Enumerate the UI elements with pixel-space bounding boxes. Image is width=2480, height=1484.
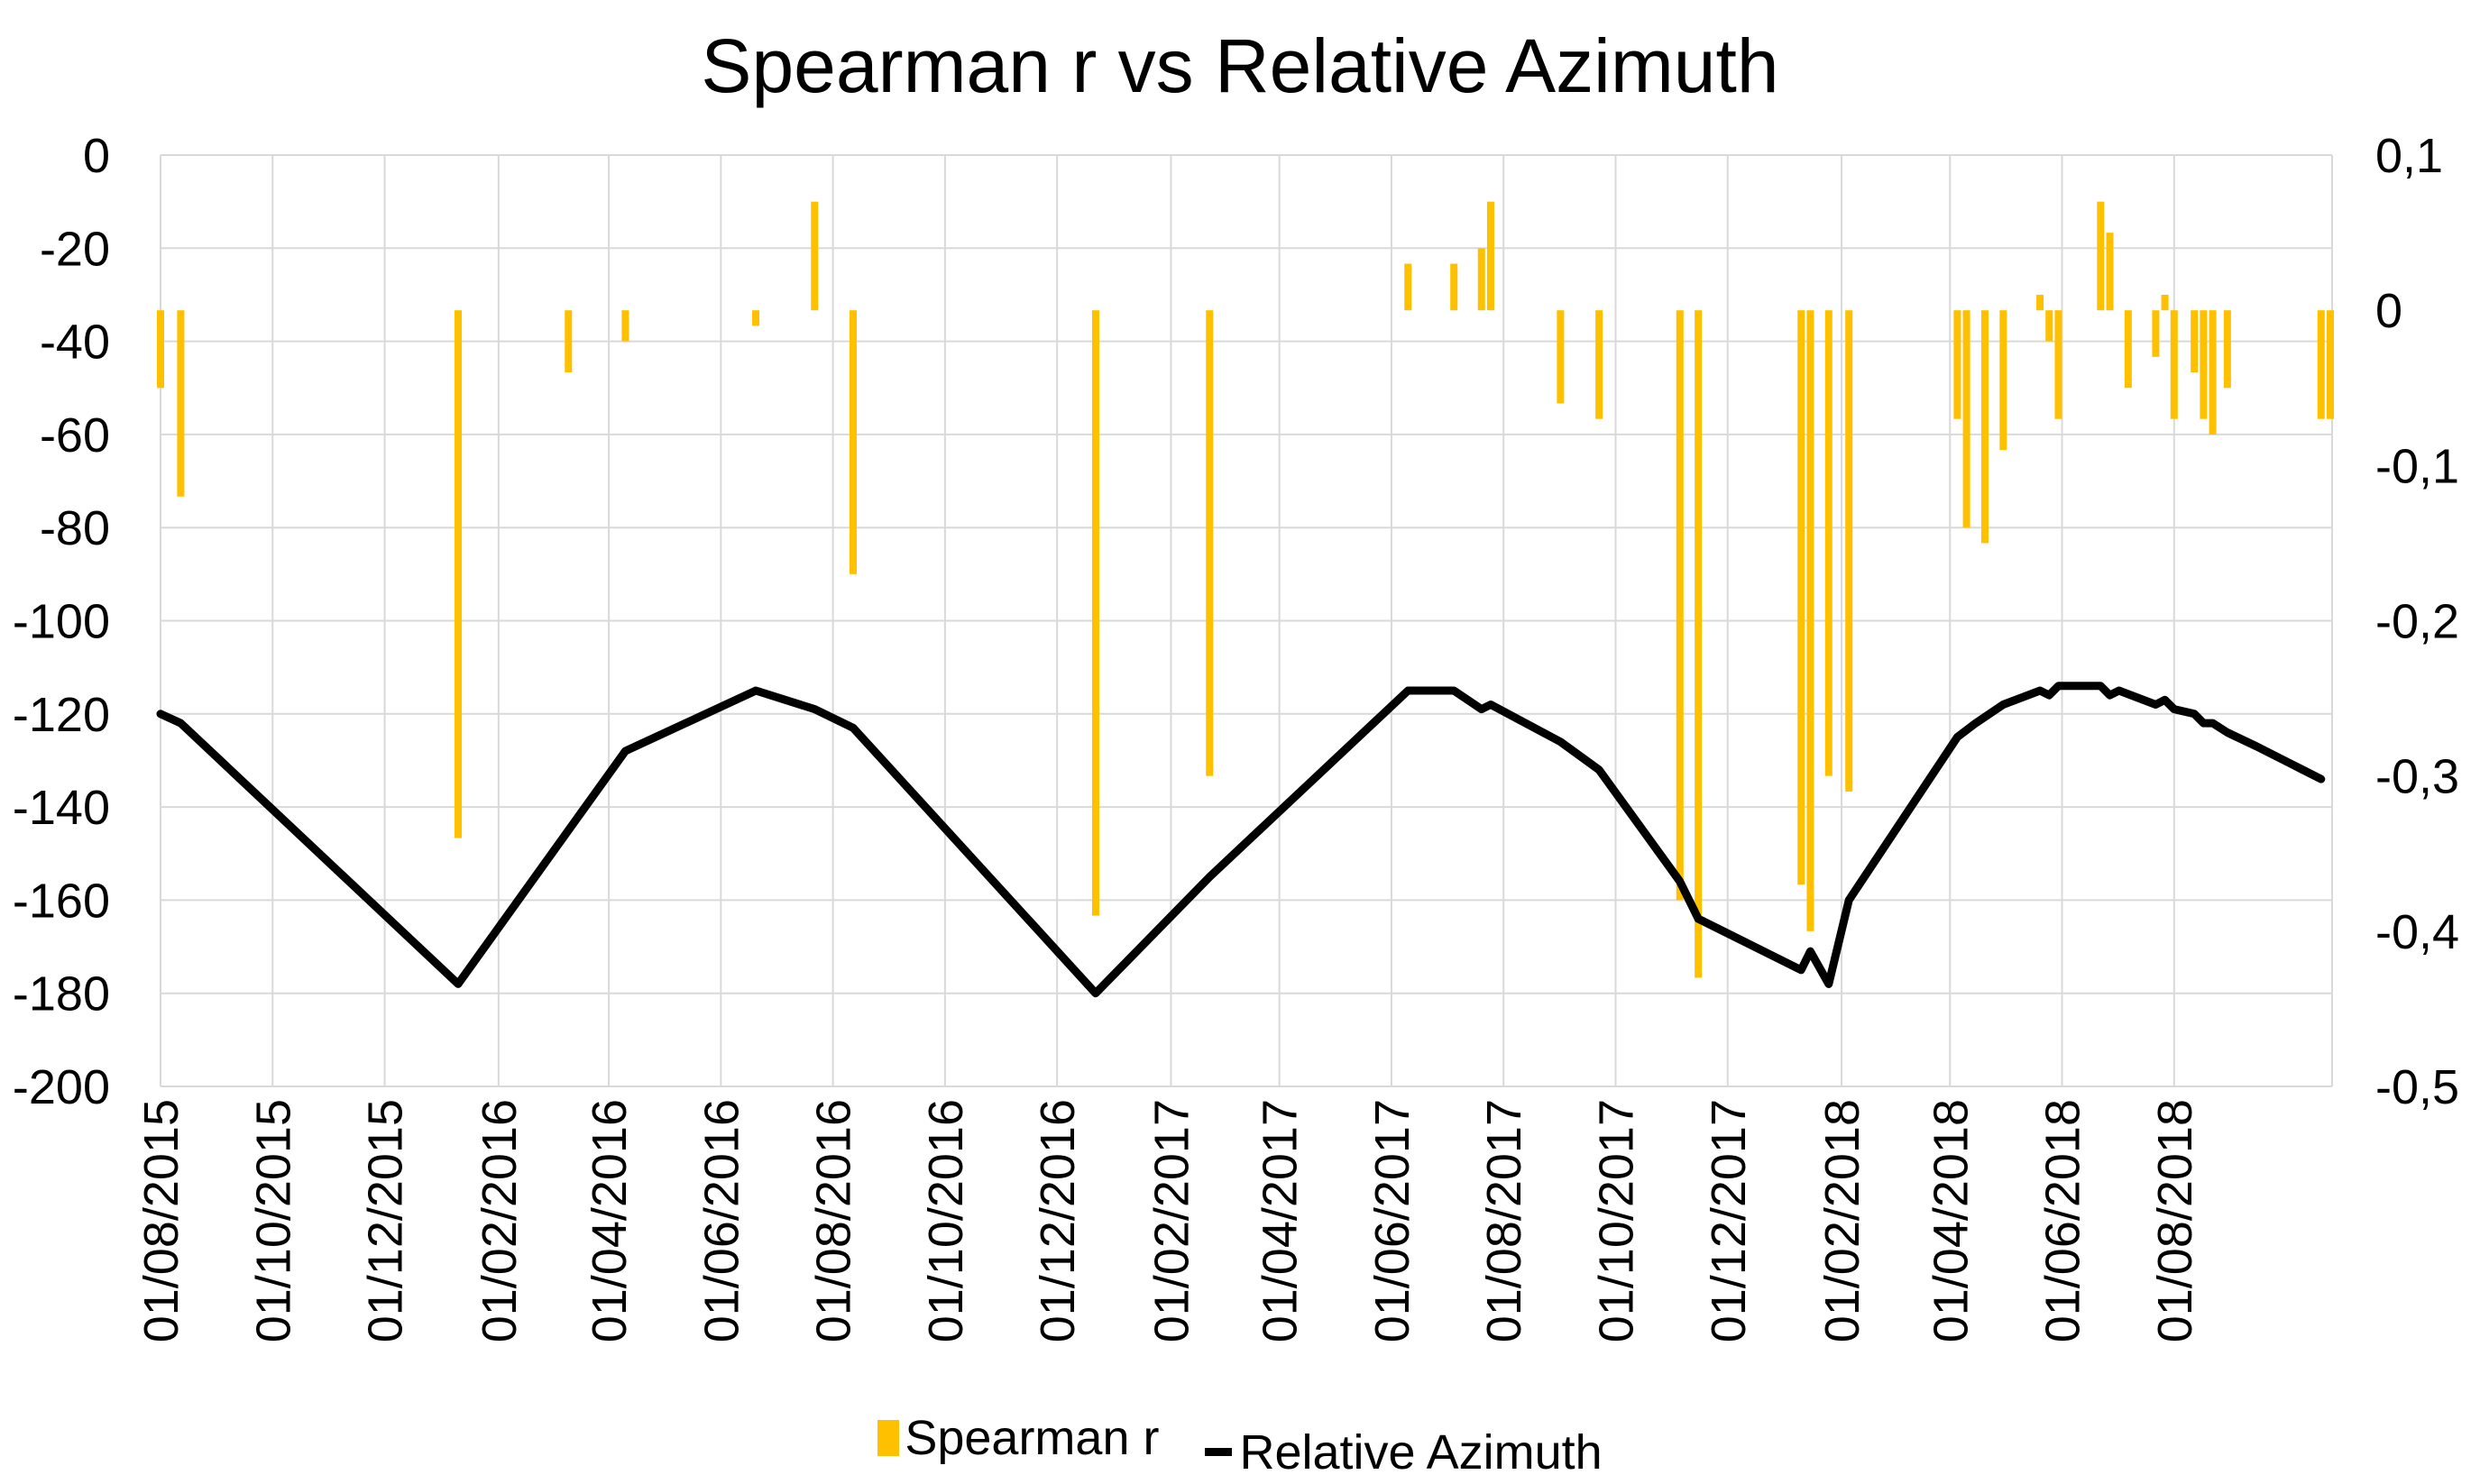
spearman-bar <box>2106 233 2113 310</box>
x-tick-label: 01/06/2016 <box>694 1099 749 1342</box>
spearman-bar <box>621 310 629 341</box>
y2-tick-label: -0,2 <box>2375 595 2459 649</box>
x-tick-label: 01/06/2017 <box>1365 1099 1419 1342</box>
spearman-bar <box>1092 310 1099 915</box>
spearman-bar <box>177 310 184 497</box>
x-tick-label: 01/04/2016 <box>583 1099 637 1342</box>
x-tick-label: 01/12/2017 <box>1702 1099 1756 1342</box>
spearman-bar <box>2224 310 2231 388</box>
x-tick-label: 01/08/2017 <box>1477 1099 1531 1342</box>
y2-tick-label: 0 <box>2375 284 2402 338</box>
x-tick-label: 01/06/2018 <box>2036 1099 2090 1342</box>
spearman-bar <box>2054 310 2062 419</box>
x-tick-label: 01/08/2015 <box>134 1099 188 1342</box>
spearman-bar <box>2152 310 2159 357</box>
legend: Spearman r Relative Azimuth <box>0 1406 2480 1484</box>
y-tick-label: -80 <box>40 501 110 555</box>
spearman-bar <box>2045 310 2053 341</box>
spearman-bar <box>2171 310 2178 419</box>
x-tick-label: 01/04/2017 <box>1254 1099 1308 1342</box>
spearman-bar <box>2191 310 2198 372</box>
spearman-bar <box>1695 310 1702 977</box>
y-tick-label: -180 <box>13 967 110 1021</box>
y-tick-label: -20 <box>40 222 110 276</box>
spearman-bar <box>1806 310 1814 931</box>
spearman-bar <box>1797 310 1805 884</box>
y-tick-label: -160 <box>13 874 110 928</box>
legend-item-azimuth: Relative Azimuth <box>1205 1421 1602 1484</box>
spearman-bar <box>1450 264 1457 311</box>
x-tick-label: 01/04/2018 <box>1924 1099 1978 1342</box>
y-tick-label: -40 <box>40 316 110 370</box>
spearman-bar <box>1478 248 1485 310</box>
spearman-bar <box>1999 310 2007 450</box>
spearman-bar <box>1953 310 1961 419</box>
x-tick-label: 01/02/2017 <box>1144 1099 1199 1342</box>
y-tick-label: 0 <box>83 129 110 183</box>
legend-label-spearman: Spearman r <box>905 1406 1159 1470</box>
spearman-bar <box>2200 310 2207 419</box>
y2-tick-label: -0,4 <box>2375 905 2459 959</box>
spearman-bar <box>1825 310 1832 776</box>
spearman-bar <box>2318 310 2325 419</box>
x-tick-label: 01/02/2016 <box>473 1099 527 1342</box>
x-tick-label: 01/12/2016 <box>1031 1099 1085 1342</box>
spearman-bar <box>850 310 857 574</box>
azimuth-line <box>161 686 2321 994</box>
y-tick-label: -140 <box>13 781 110 835</box>
x-tick-label: 01/08/2016 <box>807 1099 861 1342</box>
spearman-bar <box>1557 310 1564 403</box>
legend-label-azimuth: Relative Azimuth <box>1239 1421 1602 1484</box>
spearman-bar <box>1676 310 1684 900</box>
y2-tick-label: -0,1 <box>2375 439 2459 493</box>
spearman-bar <box>1845 310 1852 792</box>
y2-tick-label: -0,3 <box>2375 750 2459 804</box>
x-tick-label: 01/10/2017 <box>1589 1099 1643 1342</box>
y2-tick-label: 0,1 <box>2375 129 2443 183</box>
spearman-bar <box>1963 310 1970 527</box>
spearman-bar <box>811 202 818 311</box>
spearman-bar <box>2036 295 2044 310</box>
x-tick-label: 01/10/2015 <box>246 1099 300 1342</box>
spearman-bar <box>565 310 572 372</box>
spearman-bar <box>1404 264 1411 311</box>
legend-swatch-spearman <box>877 1420 899 1456</box>
x-tick-label: 01/12/2015 <box>359 1099 413 1342</box>
spearman-bar <box>752 310 759 325</box>
spearman-bar <box>1487 202 1494 311</box>
x-tick-label: 01/02/2018 <box>1815 1099 1869 1342</box>
spearman-bar <box>1595 310 1603 419</box>
y2-tick-label: -0,5 <box>2375 1060 2459 1114</box>
y-tick-label: -200 <box>13 1060 110 1114</box>
x-tick-label: 01/10/2016 <box>919 1099 973 1342</box>
legend-swatch-azimuth <box>1205 1448 1232 1456</box>
spearman-bar <box>1206 310 1213 776</box>
legend-item-spearman: Spearman r <box>877 1406 1159 1470</box>
spearman-bar <box>2327 310 2334 419</box>
x-tick-label: 01/08/2018 <box>2148 1099 2202 1342</box>
spearman-bar <box>2162 295 2169 310</box>
spearman-bar <box>2209 310 2217 435</box>
y-tick-label: -60 <box>40 408 110 463</box>
spearman-bar <box>455 310 462 838</box>
spearman-bar <box>2125 310 2132 388</box>
y-tick-label: -120 <box>13 688 110 742</box>
spearman-bar <box>1981 310 1989 543</box>
spearman-bar <box>157 310 164 388</box>
spearman-bar <box>2097 202 2104 311</box>
y-tick-label: -100 <box>13 595 110 649</box>
